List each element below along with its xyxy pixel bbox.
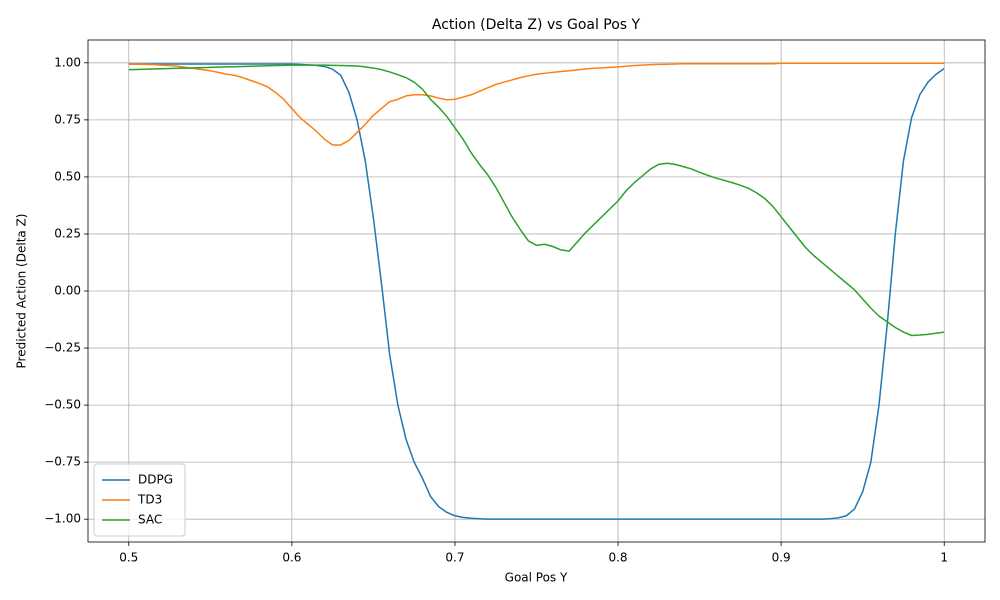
y-tick-label: −0.25 <box>44 341 81 355</box>
legend-box <box>93 463 186 537</box>
legend-label: TD3 <box>137 493 162 507</box>
y-tick-label: −0.75 <box>44 455 81 469</box>
y-tick-label: 0.00 <box>54 284 81 298</box>
y-tick-label: −0.50 <box>44 398 81 412</box>
chart-title: Action (Delta Z) vs Goal Pos Y <box>432 17 641 33</box>
y-tick-label: 0.75 <box>54 112 81 126</box>
series-line <box>128 64 945 337</box>
legend-label: SAC <box>138 513 162 527</box>
x-axis-label: Goal Pos Y <box>505 571 568 585</box>
x-tick-label: 0.9 <box>772 551 791 565</box>
plot-frame <box>87 39 986 543</box>
series-line <box>128 63 945 520</box>
x-tick-label: 0.6 <box>282 551 301 565</box>
x-tick-label: 0.7 <box>445 551 464 565</box>
legend: DDPG TD3 SAC <box>93 463 186 537</box>
y-axis-label: Predicted Action (Delta Z) <box>15 214 29 369</box>
x-tick-label: 1 <box>940 551 948 565</box>
grid <box>88 40 985 542</box>
series-line <box>128 62 945 146</box>
y-tick-label: 0.25 <box>54 226 81 240</box>
x-tick-label: 0.5 <box>119 551 138 565</box>
y-tick-label: 0.50 <box>54 169 81 183</box>
y-tick-label: 1.00 <box>54 55 81 69</box>
y-tick-label: −1.00 <box>44 512 81 526</box>
legend-label: DDPG <box>138 473 173 487</box>
x-tick-label: 0.8 <box>608 551 627 565</box>
